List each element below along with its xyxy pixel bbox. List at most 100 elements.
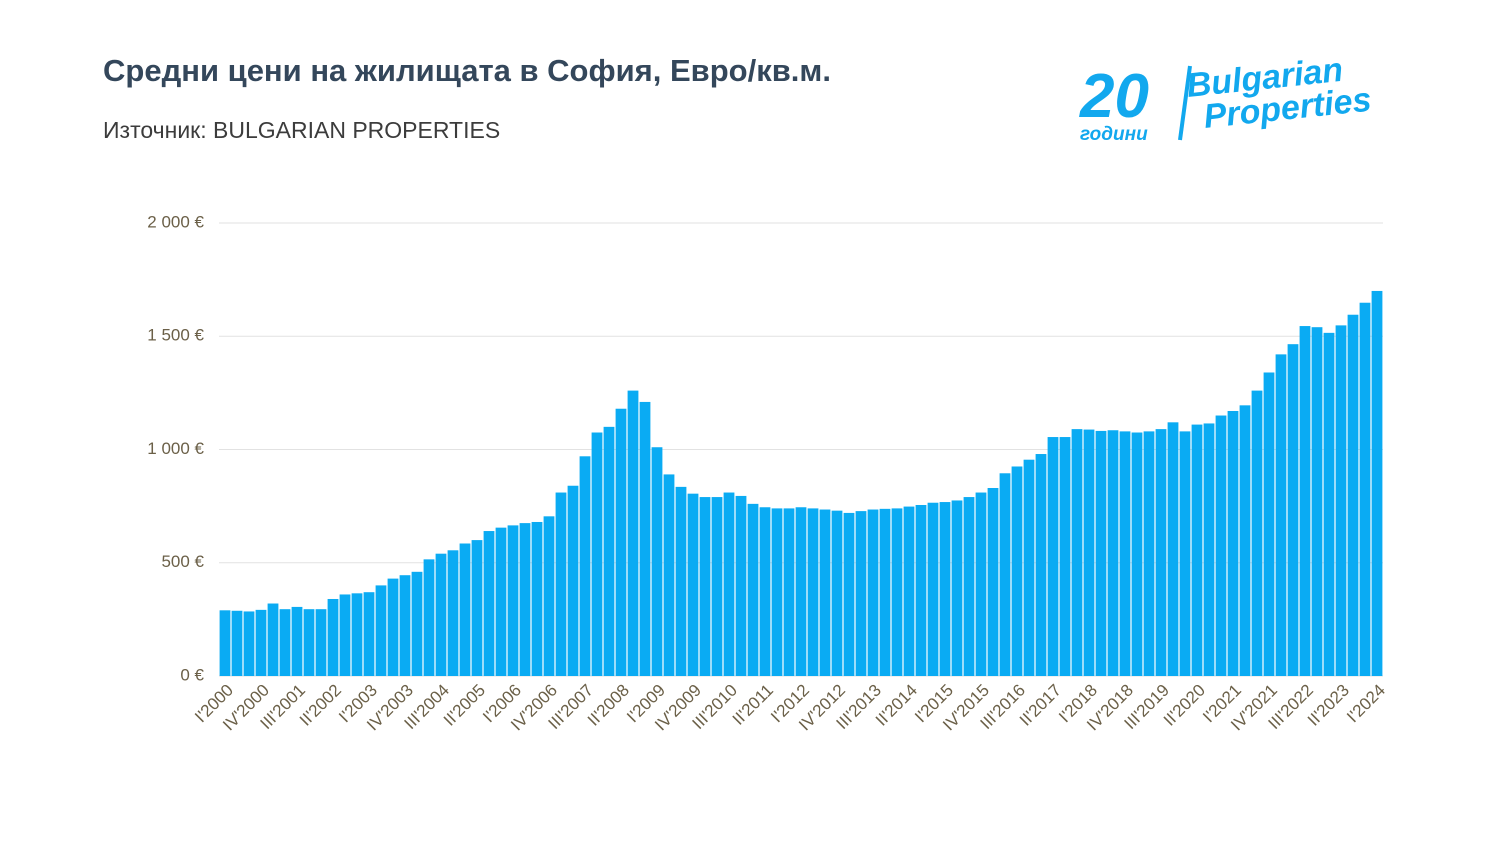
bar	[1227, 410, 1239, 676]
bar	[1071, 429, 1083, 676]
bar	[423, 559, 435, 676]
bar	[1059, 437, 1071, 676]
bar	[591, 432, 603, 676]
bar	[1347, 314, 1359, 676]
bar	[1323, 332, 1335, 676]
bar	[567, 485, 579, 676]
bar	[771, 508, 783, 676]
bar	[939, 502, 951, 676]
bar	[699, 497, 711, 676]
bar	[843, 512, 855, 676]
logo-divider	[1178, 65, 1192, 141]
y-tick-label: 1 500 €	[147, 326, 204, 345]
bar	[1035, 454, 1047, 676]
bar	[531, 521, 543, 676]
y-tick-label: 500 €	[161, 552, 204, 571]
x-tick-label: II'2011	[729, 681, 777, 729]
bar	[627, 390, 639, 676]
bar	[555, 492, 567, 676]
x-tick-label: II'2008	[584, 681, 633, 730]
bar	[543, 516, 555, 676]
bar	[435, 553, 447, 676]
bar	[447, 550, 459, 676]
bar	[231, 610, 243, 676]
bar	[855, 511, 867, 676]
x-tick-label: I'2024	[1343, 681, 1389, 727]
bar	[747, 503, 759, 676]
x-tick-label: II'2002	[296, 681, 345, 730]
bar	[867, 509, 879, 676]
x-tick-label: II'2005	[440, 681, 489, 730]
bar	[963, 497, 975, 676]
bar	[483, 531, 495, 676]
bar	[1167, 422, 1179, 676]
bar	[1191, 424, 1203, 676]
bar	[1095, 430, 1107, 676]
bar	[1023, 459, 1035, 676]
chart-subtitle: Източник: BULGARIAN PROPERTIES	[103, 117, 500, 143]
x-tick-label: II'2014	[872, 681, 921, 730]
bar	[579, 456, 591, 676]
x-tick-label: II'2020	[1160, 681, 1209, 730]
bar	[675, 486, 687, 676]
bar	[735, 495, 747, 676]
bar	[1311, 327, 1323, 676]
bar	[519, 523, 531, 676]
bar	[759, 507, 771, 676]
bar	[1011, 466, 1023, 676]
bar	[219, 610, 231, 676]
bar	[1299, 326, 1311, 676]
x-tick-label: II'2017	[1016, 681, 1065, 730]
bar	[255, 609, 267, 676]
bar	[987, 488, 999, 676]
bar	[315, 609, 327, 676]
bar	[651, 447, 663, 676]
bar	[819, 509, 831, 676]
bar	[495, 527, 507, 676]
y-tick-label: 2 000 €	[147, 212, 204, 231]
bar	[1251, 390, 1263, 676]
bar	[1047, 437, 1059, 676]
bar	[999, 473, 1011, 676]
bar	[1203, 423, 1215, 676]
bar	[411, 571, 423, 676]
bar	[1287, 344, 1299, 676]
logo-number: 20	[1079, 62, 1149, 131]
bar	[1239, 405, 1251, 676]
bar	[1155, 429, 1167, 676]
bar	[711, 497, 723, 676]
bar	[375, 585, 387, 676]
bar	[1143, 431, 1155, 676]
bar	[279, 609, 291, 676]
bar	[639, 401, 651, 676]
bar	[243, 611, 255, 676]
bar	[723, 492, 735, 676]
bar	[291, 606, 303, 676]
bar	[339, 594, 351, 676]
bar	[387, 578, 399, 676]
bar	[459, 543, 471, 676]
bar	[507, 525, 519, 676]
bar	[399, 575, 411, 676]
logo: 20 години Bulgarian Properties	[1079, 51, 1373, 145]
bar	[603, 426, 615, 676]
y-tick-label: 0 €	[180, 665, 204, 684]
bar	[267, 603, 279, 676]
bar	[783, 508, 795, 676]
bar	[663, 474, 675, 676]
bar	[1179, 431, 1191, 676]
bar	[1275, 354, 1287, 676]
bar	[1359, 302, 1371, 676]
bar	[879, 508, 891, 676]
chart-title: Средни цени на жилищата в София, Евро/кв…	[103, 53, 831, 88]
bar	[351, 593, 363, 676]
y-tick-label: 1 000 €	[147, 439, 204, 458]
bar	[903, 506, 915, 676]
bar	[615, 408, 627, 676]
bar	[1131, 432, 1143, 676]
bar	[915, 504, 927, 676]
bar	[891, 508, 903, 676]
x-tick-label: II'2023	[1304, 681, 1353, 730]
bar	[975, 492, 987, 676]
